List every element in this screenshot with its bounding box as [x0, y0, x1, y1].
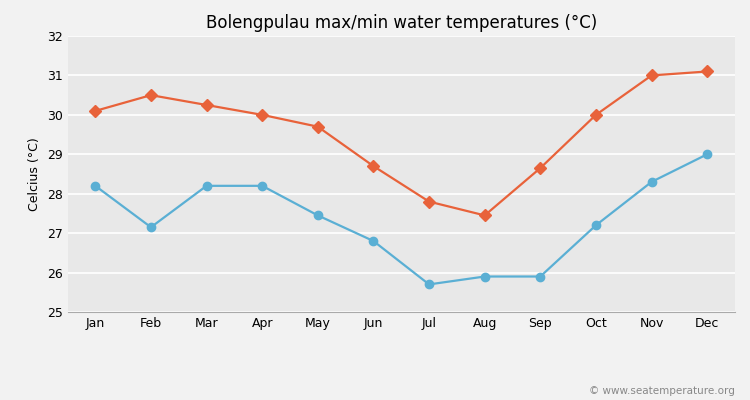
Min [146, 225, 155, 230]
Min [592, 223, 601, 228]
Title: Bolengpulau max/min water temperatures (°C): Bolengpulau max/min water temperatures (… [206, 14, 597, 32]
Line: Max: Max [92, 67, 711, 220]
Max [258, 112, 267, 117]
Max [202, 103, 211, 108]
Min [647, 180, 656, 184]
Y-axis label: Celcius (°C): Celcius (°C) [28, 137, 41, 211]
Min [258, 184, 267, 188]
Text: © www.seatemperature.org: © www.seatemperature.org [590, 386, 735, 396]
Max [424, 199, 433, 204]
Max [536, 166, 544, 170]
Max [592, 112, 601, 117]
Min [703, 152, 712, 157]
Min [91, 184, 100, 188]
Max [91, 108, 100, 113]
Max [314, 124, 322, 129]
Legend: Max, Min: Max, Min [326, 396, 476, 400]
Max [647, 73, 656, 78]
Min [369, 239, 378, 244]
Max [369, 164, 378, 168]
Min [314, 213, 322, 218]
Min [424, 282, 433, 287]
Max [703, 69, 712, 74]
Line: Min: Min [92, 150, 711, 288]
Min [480, 274, 489, 279]
Max [480, 213, 489, 218]
Min [202, 184, 211, 188]
Min [536, 274, 544, 279]
Max [146, 93, 155, 98]
